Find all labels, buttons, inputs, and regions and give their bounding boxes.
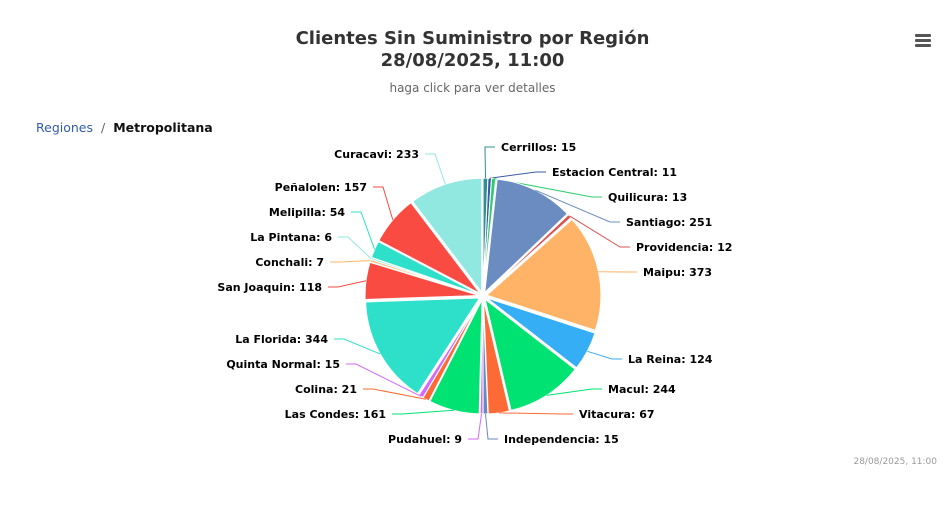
data-label-la-reina[interactable]: La Reina: 124 [628, 353, 713, 366]
pie-slice-providencia[interactable] [485, 213, 572, 294]
breadcrumb-regiones-link[interactable]: Regiones [36, 120, 93, 135]
pie-slice-la-florida[interactable] [365, 297, 481, 395]
data-label-vitacura[interactable]: Vitacura: 67 [579, 408, 655, 421]
connector-quinta-normal [346, 363, 422, 397]
connector-cerrillos [484, 146, 495, 179]
connector-melipilla [351, 211, 376, 250]
breadcrumb: Regiones / Metropolitana [36, 120, 213, 135]
data-label-conchali[interactable]: Conchali: 7 [255, 256, 324, 269]
data-label-cerrillos[interactable]: Cerrillos: 15 [501, 141, 576, 154]
connector-pudahuel [468, 413, 482, 440]
breadcrumb-current: Metropolitana [113, 120, 213, 135]
connector-quilicura [493, 178, 602, 198]
data-label-macul[interactable]: Macul: 244 [608, 383, 676, 396]
chart-title-line1: Clientes Sin Suministro por Región [295, 28, 650, 49]
data-label-colina[interactable]: Colina: 21 [295, 383, 357, 396]
data-label-pudahuel[interactable]: Pudahuel: 9 [388, 433, 462, 446]
connector-las-condes [392, 409, 454, 415]
chart-title: Clientes Sin Suministro por Región 28/08… [0, 28, 945, 72]
hamburger-menu-icon[interactable] [911, 30, 935, 52]
data-label-san-joaquin[interactable]: San Joaquin: 118 [217, 281, 322, 294]
chart-title-line2: 28/08/2025, 11:00 [380, 50, 565, 71]
connector-curacavi [425, 153, 446, 185]
pie-slice-penalolen[interactable] [378, 202, 481, 294]
chart-subtitle: haga click para ver detalles [389, 81, 556, 95]
connector-vitacura [498, 412, 573, 415]
connector-la-reina [587, 350, 622, 360]
pie-slice-san-joaquin[interactable] [364, 261, 480, 300]
data-label-la-pintana[interactable]: La Pintana: 6 [250, 231, 332, 244]
connector-la-florida [334, 338, 381, 355]
data-label-independencia[interactable]: Independencia: 15 [504, 433, 619, 446]
data-label-quinta-normal[interactable]: Quinta Normal: 15 [226, 358, 340, 371]
pie-slice-la-reina[interactable] [486, 297, 596, 369]
connector-la-pintana [338, 236, 372, 259]
connector-conchali [330, 260, 371, 263]
connector-penalolen [373, 186, 394, 221]
connector-san-joaquin [328, 280, 367, 288]
data-label-las-condes[interactable]: Las Condes: 161 [285, 408, 386, 421]
pie-slice-pudahuel[interactable] [479, 299, 484, 415]
connector-macul [546, 388, 602, 396]
pie-slice-maipu[interactable] [485, 218, 602, 332]
data-label-providencia[interactable]: Providencia: 12 [636, 241, 732, 254]
data-label-quilicura[interactable]: Quilicura: 13 [608, 191, 687, 204]
data-label-melipilla[interactable]: Melipilla: 54 [269, 206, 345, 219]
breadcrumb-separator: / [101, 120, 106, 135]
data-label-santiago[interactable]: Santiago: 251 [626, 216, 712, 229]
connector-colina [363, 388, 427, 400]
data-label-la-florida[interactable]: La Florida: 344 [235, 333, 328, 346]
data-label-maipu[interactable]: Maipu: 373 [643, 266, 712, 279]
data-label-estacion-central[interactable]: Estacion Central: 11 [552, 166, 677, 179]
connector-santiago [535, 189, 620, 223]
connector-providencia [569, 215, 630, 248]
pie-slice-las-condes[interactable] [429, 299, 483, 415]
pie-slice-curacavi[interactable] [411, 177, 483, 294]
connector-estacion-central [489, 171, 546, 179]
connector-independencia [485, 413, 498, 440]
chart-credits: 28/08/2025, 11:00 [853, 457, 937, 467]
data-label-curacavi[interactable]: Curacavi: 233 [334, 148, 419, 161]
data-label-penalolen[interactable]: Peñalolen: 157 [275, 181, 367, 194]
